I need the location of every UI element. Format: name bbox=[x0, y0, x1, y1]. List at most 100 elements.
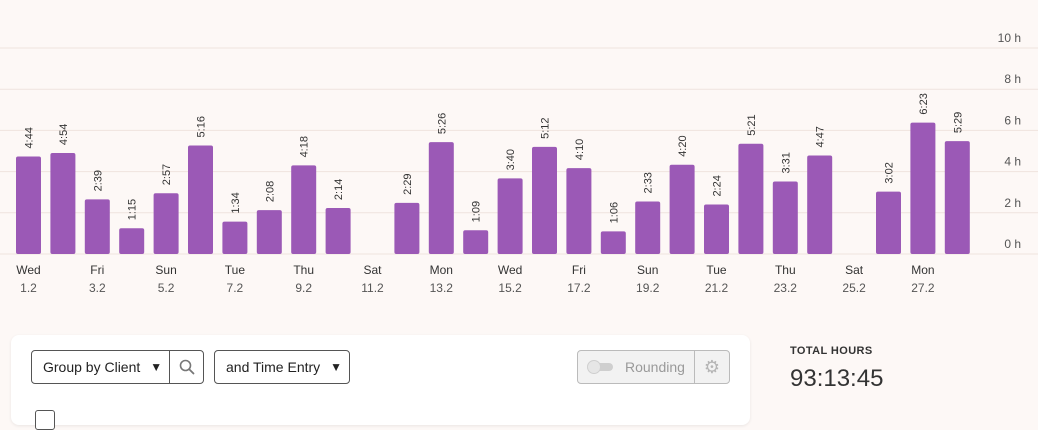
x-date-label: 3.2 bbox=[89, 281, 106, 295]
bar bbox=[428, 142, 454, 254]
bar bbox=[50, 153, 76, 254]
bar-data-label: 2:14 bbox=[333, 179, 345, 200]
x-date-label: 21.2 bbox=[705, 281, 729, 295]
group-by-select[interactable]: Group by Client ▼ bbox=[31, 350, 170, 384]
bar bbox=[532, 146, 557, 254]
bar-data-label: 3:40 bbox=[505, 149, 517, 170]
bar bbox=[256, 210, 282, 254]
x-day-label: Thu bbox=[293, 263, 314, 277]
search-button[interactable] bbox=[169, 350, 204, 384]
bar bbox=[463, 230, 489, 254]
bar bbox=[394, 202, 420, 254]
bar-data-label: 4:10 bbox=[574, 139, 586, 160]
x-day-label: Sat bbox=[363, 263, 382, 277]
bar bbox=[944, 141, 970, 254]
x-day-label: Mon bbox=[911, 263, 934, 277]
y-tick-label: 2 h bbox=[1004, 196, 1021, 210]
bar-data-label: 2:08 bbox=[264, 181, 276, 202]
y-tick-label: 8 h bbox=[1004, 72, 1021, 86]
x-date-label: 9.2 bbox=[295, 281, 312, 295]
bar-data-label: 1:34 bbox=[230, 192, 242, 213]
chevron-down-icon: ▼ bbox=[150, 360, 163, 374]
total-hours-label: TOTAL HOURS bbox=[790, 345, 873, 357]
bar-data-label: 2:33 bbox=[643, 172, 655, 193]
bar-data-label: 4:44 bbox=[24, 127, 36, 148]
y-tick-label: 6 h bbox=[1004, 113, 1021, 127]
x-day-label: Fri bbox=[90, 263, 104, 277]
x-date-label: 17.2 bbox=[567, 281, 591, 295]
x-date-label: 7.2 bbox=[227, 281, 244, 295]
rounding-settings-button[interactable]: ⚙ bbox=[694, 350, 730, 384]
bar-data-label: 1:09 bbox=[471, 201, 483, 222]
x-day-label: Sun bbox=[155, 263, 176, 277]
rounding-label: Rounding bbox=[625, 359, 685, 375]
time-entry-label: and Time Entry bbox=[226, 359, 321, 375]
y-tick-label: 10 h bbox=[998, 31, 1021, 45]
bar bbox=[497, 178, 523, 254]
total-hours-value: 93:13:45 bbox=[790, 365, 884, 392]
bar-data-label: 2:24 bbox=[712, 175, 724, 196]
bar-data-label: 3:02 bbox=[884, 162, 896, 183]
x-day-label: Sat bbox=[845, 263, 864, 277]
chevron-down-icon: ▼ bbox=[330, 360, 343, 374]
bar-data-label: 2:29 bbox=[402, 173, 414, 194]
bar bbox=[669, 164, 695, 254]
bar-data-label: 4:18 bbox=[299, 136, 311, 157]
bar-data-label: 5:12 bbox=[540, 117, 552, 138]
time-entry-select[interactable]: and Time Entry ▼ bbox=[214, 350, 350, 384]
x-date-label: 13.2 bbox=[430, 281, 454, 295]
bar bbox=[738, 143, 764, 254]
x-day-label: Tue bbox=[706, 263, 727, 277]
bar bbox=[16, 156, 41, 254]
bar-data-label: 4:20 bbox=[677, 135, 689, 156]
bar bbox=[772, 181, 798, 254]
select-all-checkbox[interactable] bbox=[35, 410, 55, 430]
bar-data-label: 4:47 bbox=[815, 126, 827, 147]
x-date-label: 19.2 bbox=[636, 281, 660, 295]
bar bbox=[600, 231, 626, 254]
bar bbox=[704, 204, 729, 254]
x-date-label: 15.2 bbox=[498, 281, 522, 295]
bar bbox=[222, 221, 248, 254]
bar bbox=[876, 191, 901, 254]
x-day-label: Wed bbox=[498, 263, 522, 277]
x-day-label: Mon bbox=[430, 263, 453, 277]
x-day-label: Wed bbox=[16, 263, 40, 277]
bar bbox=[910, 122, 936, 255]
x-date-label: 25.2 bbox=[842, 281, 866, 295]
bar bbox=[188, 145, 213, 254]
toggle-switch-icon bbox=[587, 360, 613, 374]
bar-data-label: 5:29 bbox=[952, 112, 964, 133]
bar-data-label: 5:21 bbox=[746, 114, 758, 135]
bar bbox=[84, 199, 110, 254]
bar bbox=[291, 165, 317, 254]
bar bbox=[325, 208, 351, 254]
daily-hours-chart: 0 h 2 h 4 h 6 h 8 h 10 h 4:44 Wed 1.2 4:54 2:39 Fri… bbox=[0, 31, 1038, 295]
bar-data-label: 5:26 bbox=[436, 113, 448, 134]
bar-data-label: 5:16 bbox=[196, 116, 208, 137]
x-date-label: 5.2 bbox=[158, 281, 175, 295]
x-day-label: Sun bbox=[637, 263, 658, 277]
gear-icon: ⚙ bbox=[703, 356, 721, 377]
x-date-label: 27.2 bbox=[911, 281, 935, 295]
rounding-toggle[interactable]: Rounding bbox=[577, 350, 695, 384]
report-filter-panel: Group by Client ▼ and Time Entry ▼ Round… bbox=[11, 335, 750, 430]
x-date-label: 1.2 bbox=[20, 281, 37, 295]
group-by-label: Group by Client bbox=[43, 359, 141, 375]
x-day-label: Tue bbox=[225, 263, 246, 277]
search-icon bbox=[179, 359, 194, 375]
bar bbox=[807, 155, 833, 254]
bar-data-label: 3:31 bbox=[780, 152, 792, 173]
bar-data-label: 2:39 bbox=[92, 170, 104, 191]
bar bbox=[153, 193, 179, 254]
bar-data-label: 6:23 bbox=[918, 93, 930, 114]
y-tick-label: 4 h bbox=[1004, 155, 1021, 169]
x-date-label: 11.2 bbox=[361, 281, 384, 295]
bar-data-label: 1:06 bbox=[608, 202, 620, 223]
x-date-label: 23.2 bbox=[774, 281, 798, 295]
bar bbox=[119, 228, 145, 254]
x-day-label: Fri bbox=[572, 263, 586, 277]
bar-data-label: 1:15 bbox=[127, 199, 139, 220]
bar-data-label: 4:54 bbox=[58, 124, 70, 145]
x-day-label: Thu bbox=[775, 263, 796, 277]
